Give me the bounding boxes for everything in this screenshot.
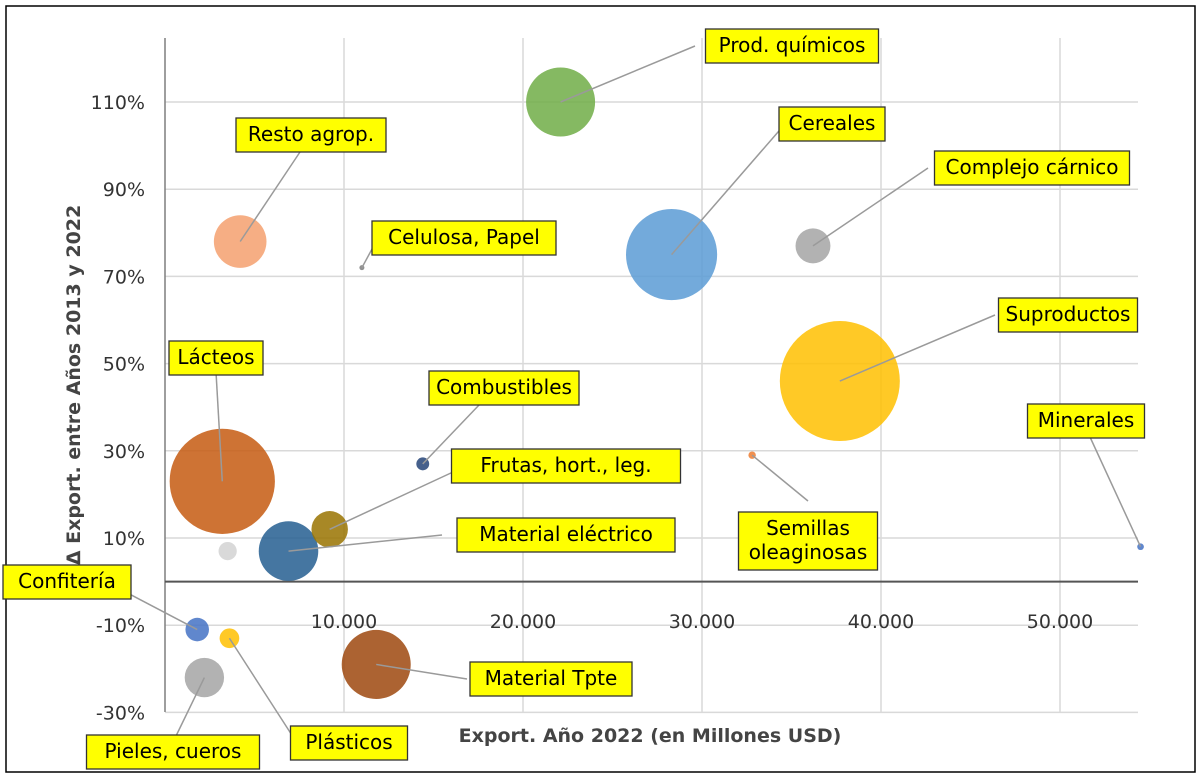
leader-line xyxy=(329,465,467,530)
leader-lines xyxy=(117,45,1142,744)
leader-line xyxy=(671,123,786,256)
data-label-box xyxy=(168,340,264,376)
y-tick-label: 50% xyxy=(103,354,145,376)
y-axis-title: Δ Export. entre Años 2013 y 2022 xyxy=(63,205,85,565)
bubble-unlabeled xyxy=(218,541,237,561)
data-label: Complejo cárnico xyxy=(946,155,1119,179)
leader-line xyxy=(215,371,224,482)
bubble-resto-agrop xyxy=(213,215,267,268)
data-label-box xyxy=(778,106,886,142)
leader-line xyxy=(422,403,481,465)
data-label: Material eléctrico xyxy=(479,522,653,546)
data-label-box xyxy=(2,564,132,600)
bubble-l-cteos xyxy=(169,428,275,534)
data-label-box xyxy=(456,517,676,553)
leader-line xyxy=(1089,436,1142,548)
data-label-box xyxy=(85,734,261,770)
data-label: Lácteos xyxy=(177,345,254,369)
data-label-box xyxy=(371,220,557,256)
data-label-box xyxy=(289,725,409,761)
data-label-box xyxy=(704,28,880,64)
bubble-cereales xyxy=(625,209,718,301)
x-tick-label: 20.000 xyxy=(490,611,556,633)
data-labels: Suproductos Lácteos Cereales Prod. químicos… xyxy=(2,28,1146,770)
x-tick-label: 50.000 xyxy=(1027,611,1093,633)
axes xyxy=(164,38,1138,712)
y-tick-label: -10% xyxy=(96,615,145,637)
y-tick-label: 70% xyxy=(103,266,145,288)
data-label: Minerales xyxy=(1038,408,1135,432)
y-tick-label: 90% xyxy=(103,179,145,201)
bubble-material-el-ctrico xyxy=(258,521,319,581)
data-label-box xyxy=(933,150,1131,186)
leader-line xyxy=(560,45,696,103)
data-label: Pieles, cueros xyxy=(105,739,242,763)
leader-line xyxy=(839,314,996,382)
data-label: Prod. químicos xyxy=(719,33,866,57)
bubble-material-tpte xyxy=(341,629,411,699)
y-tick-label: 110% xyxy=(91,92,145,114)
data-label-box xyxy=(469,661,633,697)
leader-line xyxy=(751,454,809,502)
data-label: Resto agrop. xyxy=(248,122,374,146)
tick-labels: 10.000 20.000 30.000 40.000 50.000 -30% -10% 10… xyxy=(91,92,1094,724)
data-label-box xyxy=(1026,403,1146,439)
data-label-box xyxy=(737,511,879,571)
data-label-box xyxy=(235,117,387,153)
leader-line xyxy=(376,663,468,680)
data-label-box xyxy=(450,448,682,484)
leader-line xyxy=(228,637,298,744)
bubbles xyxy=(169,67,1144,699)
data-label: Combustibles xyxy=(436,375,572,399)
leader-line xyxy=(239,151,301,242)
data-label-box xyxy=(428,370,580,406)
data-label: Confitería xyxy=(18,569,116,593)
chart-border xyxy=(5,5,1196,773)
data-label: Frutas, hort., leg. xyxy=(480,453,651,477)
y-tick-label: 10% xyxy=(103,528,145,550)
x-tick-label: 10.000 xyxy=(311,611,377,633)
data-label: Celulosa, Papel xyxy=(388,225,540,249)
data-label: Cereales xyxy=(789,111,876,135)
y-tick-label: -30% xyxy=(96,702,145,724)
x-axis-title: Export. Año 2022 (en Millones USD) xyxy=(459,725,842,747)
data-label: Suproductos xyxy=(1006,302,1131,326)
data-label-box xyxy=(997,297,1139,333)
data-label: Semillas oleaginosas xyxy=(749,516,868,564)
x-tick-label: 40.000 xyxy=(848,611,914,633)
y-tick-label: 30% xyxy=(103,441,145,463)
data-label: Material Tpte xyxy=(485,666,618,690)
leader-line xyxy=(175,677,206,737)
leader-line xyxy=(812,167,929,247)
leader-line xyxy=(288,534,443,552)
x-tick-label: 30.000 xyxy=(669,611,735,633)
data-label: Plásticos xyxy=(305,730,392,754)
